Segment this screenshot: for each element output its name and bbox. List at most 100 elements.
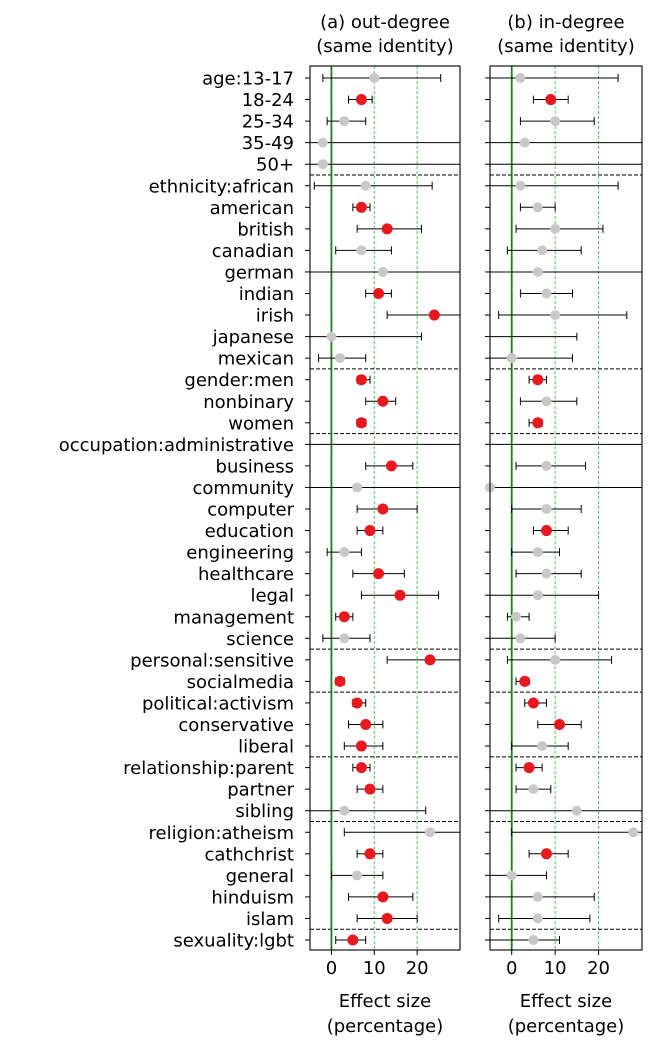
data-point — [553, 719, 565, 730]
data-point — [355, 374, 367, 386]
row-label: cathchrist — [204, 844, 294, 865]
row-label: conservative — [178, 715, 294, 736]
data-point — [628, 827, 639, 838]
data-point — [541, 568, 552, 579]
data-point — [339, 633, 350, 644]
data-point — [373, 568, 385, 580]
x-tick-label: 0 — [326, 958, 337, 979]
row-label: canadian — [212, 241, 294, 262]
data-point — [550, 116, 561, 127]
x-tick-label: 20 — [406, 958, 429, 979]
data-point — [532, 547, 543, 558]
data-point — [339, 547, 350, 558]
data-point — [377, 395, 389, 407]
data-point — [532, 417, 544, 429]
data-point — [506, 353, 517, 364]
row-label: management — [173, 607, 294, 628]
row-label: computer — [207, 500, 294, 521]
data-point — [545, 94, 557, 106]
data-point — [338, 611, 350, 623]
data-point — [537, 245, 548, 256]
data-point — [532, 374, 544, 386]
row-label: gender:men — [184, 370, 294, 391]
row-label: nonbinary — [203, 392, 294, 413]
data-point — [528, 935, 539, 945]
row-label: indian — [239, 284, 294, 305]
row-label: education — [205, 521, 294, 542]
row-label: occupation:administrative — [59, 435, 294, 456]
data-point — [373, 288, 385, 299]
row-label: community — [192, 478, 294, 499]
data-point — [385, 460, 397, 472]
row-label: japanese — [212, 327, 294, 348]
row-label: irish — [256, 306, 294, 327]
row-label: sexuality:lgbt — [173, 931, 294, 952]
data-point — [532, 266, 543, 277]
row-label: general — [226, 866, 294, 887]
row-label: political:activism — [142, 693, 294, 714]
data-point — [428, 309, 440, 321]
row-label: religion:atheism — [149, 823, 294, 844]
data-point — [364, 783, 376, 795]
data-point — [532, 913, 543, 924]
row-label: legal — [250, 586, 294, 607]
data-point — [347, 934, 359, 946]
data-point — [506, 870, 517, 881]
data-point — [550, 223, 561, 234]
panel-in-degree: 0 10 20 — [485, 65, 643, 979]
data-point — [515, 633, 526, 644]
row-label: 35-49 — [242, 133, 294, 154]
data-point — [519, 137, 530, 148]
data-point — [377, 266, 388, 277]
plot-frame — [309, 65, 461, 951]
data-point — [339, 116, 350, 127]
data-point — [360, 719, 372, 730]
row-label: socialmedia — [187, 672, 294, 693]
row-label: liberal — [238, 737, 294, 758]
row-label: science — [226, 629, 294, 650]
data-point — [541, 288, 552, 299]
row-label: partner — [227, 780, 294, 801]
data-point — [519, 675, 531, 687]
data-point — [571, 805, 582, 816]
data-point — [355, 740, 367, 752]
data-point — [335, 353, 345, 364]
data-point — [317, 137, 328, 148]
data-point — [541, 504, 552, 514]
data-point — [540, 525, 552, 537]
data-point — [339, 805, 350, 816]
data-point — [394, 589, 406, 601]
data-point — [355, 94, 367, 106]
x-tick-label: 10 — [544, 958, 567, 979]
data-point — [532, 891, 543, 902]
row-label: hinduism — [211, 887, 294, 908]
data-point — [355, 417, 367, 429]
data-point — [550, 654, 561, 665]
data-point — [334, 675, 346, 687]
panel-title: (a) out-degree (same identity) — [316, 12, 453, 57]
data-point — [532, 202, 543, 213]
data-point — [511, 611, 522, 622]
row-label: women — [228, 413, 294, 434]
row-label: business — [216, 456, 294, 477]
data-point — [360, 180, 371, 191]
row-label: 25-34 — [242, 112, 294, 133]
data-point — [424, 654, 436, 666]
data-point — [381, 223, 393, 235]
data-point — [381, 912, 393, 924]
data-point — [377, 503, 389, 515]
data-point — [377, 891, 389, 903]
data-point — [541, 396, 552, 407]
row-label: 50+ — [256, 155, 294, 176]
data-point — [515, 73, 526, 83]
row-label: healthcare — [198, 564, 294, 585]
row-label: engineering — [186, 543, 294, 564]
row-label: mexican — [218, 349, 294, 370]
row-label: german — [224, 262, 294, 283]
data-point — [356, 245, 367, 256]
data-point — [369, 73, 380, 83]
row-label: islam — [246, 909, 294, 930]
data-point — [364, 848, 376, 860]
row-label: 18-24 — [242, 90, 294, 111]
panel-title: (b) in-degree (same identity) — [497, 12, 634, 57]
